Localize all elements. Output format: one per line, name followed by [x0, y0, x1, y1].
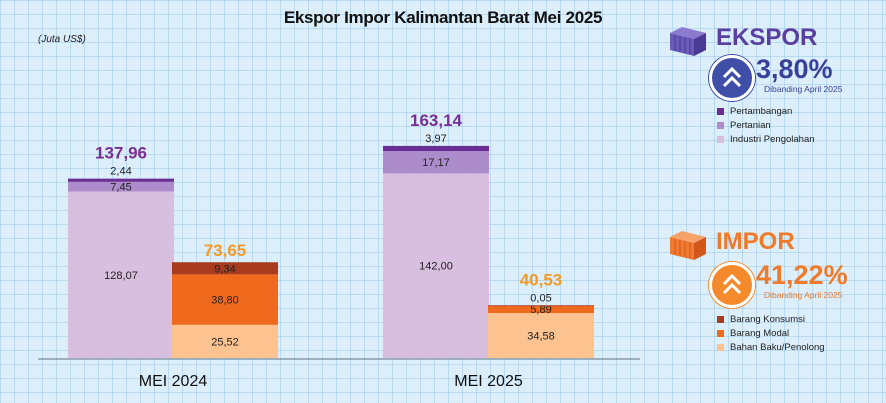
ekspor-bar-segment [68, 191, 174, 358]
legend-label: Bahan Baku/Penolong [730, 341, 825, 353]
impor-bar-segment [488, 305, 594, 314]
impor-bar-segment [172, 324, 278, 358]
ekspor-comparison: Dibanding April 2025 [764, 84, 843, 94]
unit-label: (Juta US$) [38, 34, 86, 45]
data-label: 38,80 [211, 295, 239, 307]
data-label: 2,44 [110, 166, 131, 178]
ekspor-legend: Pertambangan Pertanian Industri Pengolahan [717, 104, 815, 146]
legend-label: Pertanian [730, 119, 771, 131]
impor-up-badge [709, 262, 755, 308]
ekspor-total-label: 137,96 [95, 144, 147, 163]
legend-label: Barang Konsumsi [730, 313, 805, 325]
impor-legend: Barang Konsumsi Barang Modal Bahan Baku/Pe… [717, 312, 825, 354]
legend-item: Pertambangan [717, 104, 815, 118]
legend-label: Industri Pengolahan [730, 133, 815, 145]
legend-swatch [717, 121, 724, 129]
double-chevron-up-icon [722, 273, 742, 295]
ekspor-bar-segment [383, 145, 489, 152]
ekspor-bar-segment [383, 173, 489, 358]
chart-title: Ekspor Impor Kalimantan Barat Mei 2025 [283, 8, 603, 27]
impor-bar-segment [488, 305, 594, 307]
ekspor-bar-segment [383, 151, 489, 174]
legend-swatch [717, 107, 724, 115]
impor-container-icon [668, 228, 708, 262]
data-label: 9,34 [214, 263, 235, 275]
ekspor-total-label: 163,14 [410, 111, 463, 130]
impor-percent: 41,22% [756, 260, 848, 290]
impor-bar-segment [172, 274, 278, 325]
legend-swatch [717, 329, 724, 337]
data-label: 128,07 [104, 270, 138, 282]
impor-bar-segment [172, 262, 278, 275]
legend-item: Pertanian [717, 118, 815, 132]
data-label: 3,97 [425, 133, 446, 145]
data-label: 7,45 [110, 182, 131, 194]
data-label: 25,52 [211, 336, 239, 348]
impor-total-label: 40,53 [520, 270, 563, 289]
legend-swatch [717, 135, 724, 143]
impor-comparison: Dibanding April 2025 [764, 290, 843, 300]
double-chevron-up-icon [722, 66, 742, 88]
ekspor-bar-segment [68, 178, 174, 182]
data-label: 5,89 [530, 304, 551, 316]
legend-swatch [717, 343, 724, 351]
data-label: 142,00 [419, 261, 453, 273]
legend-label: Pertambangan [730, 105, 793, 117]
ekspor-percent: 3,80% [756, 54, 833, 84]
impor-total-label: 73,65 [204, 241, 247, 260]
data-label: 34,58 [527, 331, 555, 343]
legend-item: Barang Konsumsi [717, 312, 825, 326]
legend-swatch [717, 315, 724, 323]
ekspor-bar-segment [68, 181, 174, 192]
ekspor-up-badge [709, 55, 755, 101]
legend-item: Industri Pengolahan [717, 132, 815, 146]
x-tick-label: MEI 2024 [139, 373, 208, 390]
legend-item: Barang Modal [717, 326, 825, 340]
ekspor-container-icon [668, 24, 708, 58]
ekspor-heading: EKSPOR [716, 24, 818, 51]
impor-heading: IMPOR [716, 228, 795, 255]
impor-bar-segment [488, 313, 594, 358]
data-label: 17,17 [422, 157, 450, 169]
data-label: 0,05 [530, 292, 551, 304]
x-tick-label: MEI 2025 [454, 373, 523, 390]
legend-item: Bahan Baku/Penolong [717, 340, 825, 354]
legend-label: Barang Modal [730, 327, 790, 339]
